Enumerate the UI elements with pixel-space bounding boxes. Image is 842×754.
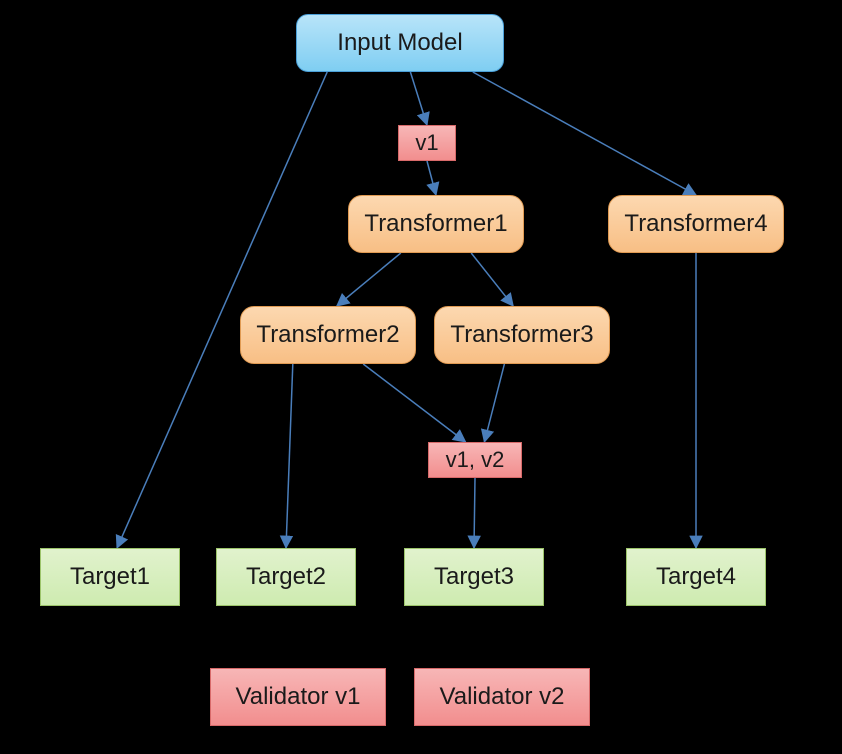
node-label: Transformer2 <box>256 321 399 349</box>
edge-t2-to-v1v2 <box>363 364 465 442</box>
edge-t1-to-t2 <box>337 253 401 306</box>
node-t2: Transformer2 <box>240 306 416 364</box>
node-tgt3: Target3 <box>404 548 544 606</box>
node-tgt4: Target4 <box>626 548 766 606</box>
edge-t1-to-t3 <box>471 253 513 306</box>
node-label: Target2 <box>246 563 326 591</box>
node-v1v2: v1, v2 <box>428 442 522 478</box>
node-t4: Transformer4 <box>608 195 784 253</box>
node-label: Validator v2 <box>440 683 565 711</box>
edge-input-to-t4 <box>473 72 696 195</box>
node-label: Input Model <box>337 29 462 57</box>
node-tgt1: Target1 <box>40 548 180 606</box>
edge-v1-to-t1 <box>427 161 436 195</box>
node-val2: Validator v2 <box>414 668 590 726</box>
diagram-canvas: Input Model v1 Transformer1 Transformer4 Tra… <box>0 0 842 754</box>
node-label: Transformer4 <box>624 210 767 238</box>
node-label: Target4 <box>656 563 736 591</box>
edge-input-to-v1 <box>410 72 427 125</box>
node-label: Target1 <box>70 563 150 591</box>
node-t1: Transformer1 <box>348 195 524 253</box>
node-label: v1 <box>415 130 438 156</box>
node-label: Transformer3 <box>450 321 593 349</box>
node-label: Target3 <box>434 563 514 591</box>
node-val1: Validator v1 <box>210 668 386 726</box>
edge-t2-to-tgt2 <box>286 364 293 548</box>
edge-t3-to-v1v2 <box>484 364 504 442</box>
node-label: Transformer1 <box>364 210 507 238</box>
node-t3: Transformer3 <box>434 306 610 364</box>
node-input: Input Model <box>296 14 504 72</box>
node-tgt2: Target2 <box>216 548 356 606</box>
edges-layer <box>0 0 842 754</box>
node-label: Validator v1 <box>236 683 361 711</box>
edge-v1v2-to-tgt3 <box>474 478 475 548</box>
node-v1: v1 <box>398 125 456 161</box>
node-label: v1, v2 <box>446 447 505 473</box>
